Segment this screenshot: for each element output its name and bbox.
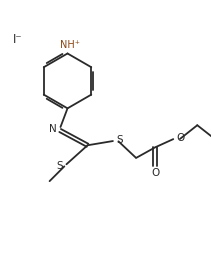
Text: O: O: [177, 133, 185, 143]
Text: O: O: [151, 169, 159, 179]
Text: S: S: [116, 135, 123, 145]
Text: N: N: [49, 124, 56, 134]
Text: I⁻: I⁻: [13, 33, 22, 46]
Text: NH⁺: NH⁺: [60, 40, 80, 50]
Text: S: S: [56, 161, 63, 171]
